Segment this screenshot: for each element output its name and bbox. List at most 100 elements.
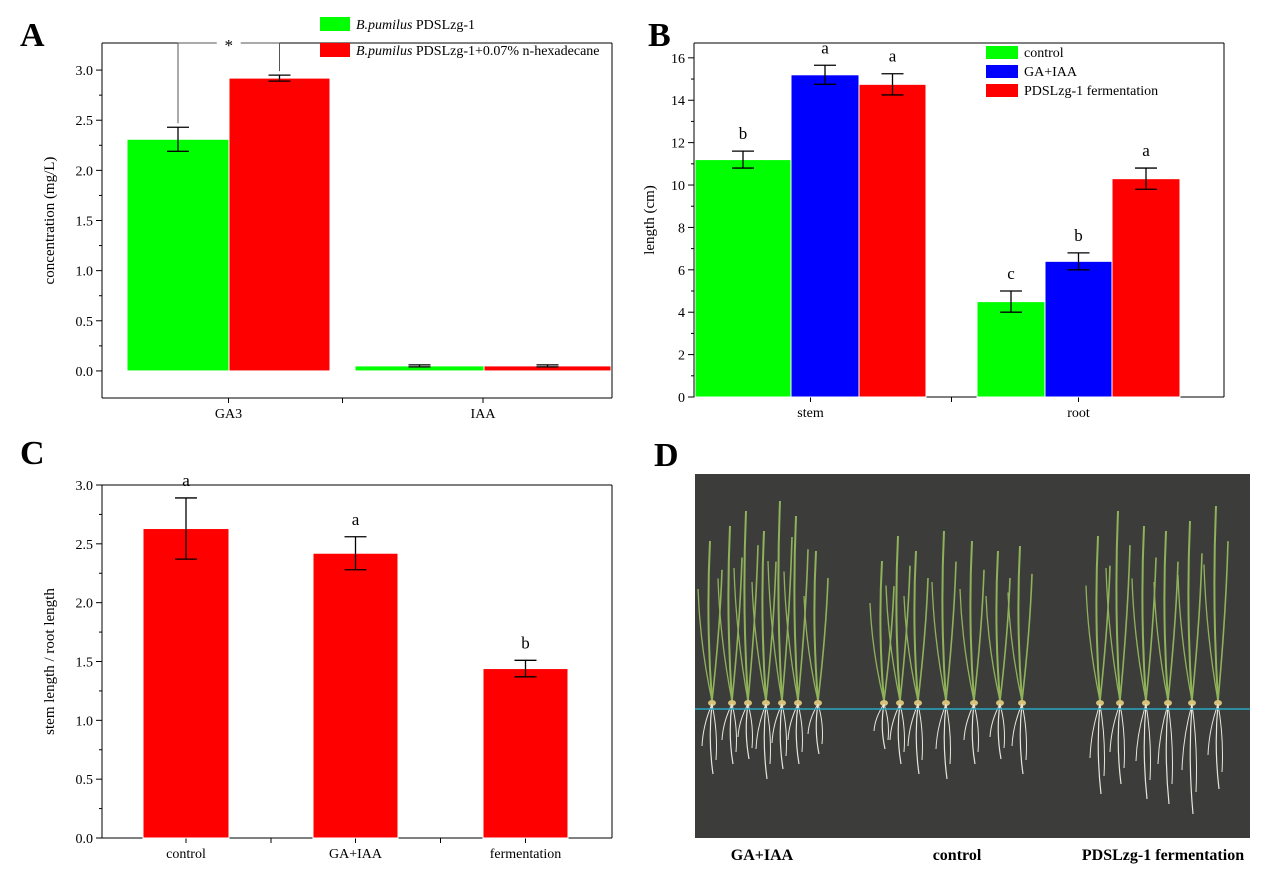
bar [790,74,860,398]
seed [708,700,716,706]
seed [996,700,1004,706]
y-tick-label: 0.0 [76,832,94,847]
significance-letter: b [1074,226,1083,245]
seedling-root [873,703,885,732]
legend-swatch [320,17,350,31]
x-tick-label: fermentation [490,847,562,862]
x-tick-label: stem [797,406,824,421]
seedling-leaf [1213,505,1219,702]
seedling-leaf [761,530,767,702]
y-tick-label: 2.0 [76,164,94,179]
y-tick-label: 2.5 [76,114,94,129]
x-tick-label: IAA [471,407,497,422]
seed [728,700,736,706]
seedling-leaf [1105,567,1121,702]
photo-caption-control: control [933,847,982,864]
seedling-leaf [781,536,793,702]
seedling-root [1119,703,1125,769]
seedling-leaf [879,560,885,702]
seedling-leaf [743,510,749,702]
photo-caption-fermentation: PDSLzg-1 fermentation [1082,847,1244,864]
legend-label: GA+IAA [1024,65,1078,80]
y-tick-label: 10 [671,179,685,194]
bar [482,668,569,839]
chart-a: 0.0 0.5 1.0 1.5 2.0 2.5 3.0 concentration (mg/L… [42,17,613,422]
bar [1044,260,1113,398]
seedling-leaf [913,550,919,702]
seed [914,700,922,706]
seedling-leaf [999,577,1011,702]
x-tick-label: GA3 [215,407,242,422]
seedling-root [755,703,767,750]
panel-letter-b: B [648,17,671,54]
seedling-root [973,703,979,753]
legend-label: B.pumilus PDSLzg-1 [356,18,475,33]
seedling-leaf [1141,525,1147,702]
seedling-root [907,703,919,747]
legend-swatch [986,65,1018,78]
seedling-photo [695,474,1250,838]
significance-letter: c [1007,264,1015,283]
seedling-root [771,703,783,744]
seedlings [697,500,1229,815]
significance-letter: a [182,471,190,490]
seedling-leaf [777,500,783,702]
seedling-root [1109,703,1121,753]
x-tick-label: control [166,847,206,862]
seedling-leaf [767,560,783,702]
seedling-root [709,703,714,775]
y-tick-label: 0.5 [76,773,94,788]
seedling-root [889,703,901,741]
legend-swatch [320,43,350,57]
seedling-leaf [885,585,901,702]
seedling-root [737,703,749,738]
seedling-root [779,703,784,770]
y-tick-label: 1.0 [76,714,94,729]
seedling-leaf [985,595,1001,702]
seedling-leaf [1131,578,1147,702]
legend-label-strain: PDSLzg-1+0.07% n-hexadecane [412,44,599,59]
seedling-root [1217,703,1223,773]
seedling-leaf [1177,574,1193,702]
seedling-root [731,703,737,753]
y-tick-label: 16 [671,52,685,67]
seedling-leaf [1007,592,1023,702]
bar [228,77,331,372]
seed [1018,700,1026,706]
seedling-root [1189,703,1194,815]
seedling-root [1117,703,1122,785]
seed [880,700,888,706]
significance-letter: a [352,510,360,529]
seedling-leaf [869,602,885,702]
seed [814,700,822,706]
seedling-root [1167,703,1173,785]
y-tick-label: 8 [678,221,685,236]
seedling-root [1097,703,1102,795]
seed [970,700,978,706]
seedling-leaf [1203,564,1219,702]
seedling-leaf [751,581,767,702]
star-gap [216,40,241,46]
y-tick-label: 6 [678,264,685,279]
seedling-leaf [717,578,733,702]
seedling-leaf [1017,545,1023,702]
y-tick-label: 14 [671,94,685,109]
seedling-leaf [973,569,985,702]
x-tick-label: GA+IAA [329,847,383,862]
seedling-leaf [783,571,799,702]
seed [1096,700,1104,706]
seedling-leaf [1099,565,1111,702]
seedling-leaf [945,561,957,702]
seedling-leaf [931,581,947,702]
seedling-root [1143,703,1148,800]
bar [858,83,927,398]
seed [794,700,802,706]
y-tick-label: 2.0 [76,597,94,612]
photo-caption-ga-iaa: GA+IAA [731,847,794,864]
y-axis-title: stem length / root length [42,588,58,735]
panel-letter-a: A [20,17,45,54]
bar [976,301,1046,398]
seedling-root [1215,703,1220,790]
seed [1214,700,1222,706]
seed [896,700,904,706]
